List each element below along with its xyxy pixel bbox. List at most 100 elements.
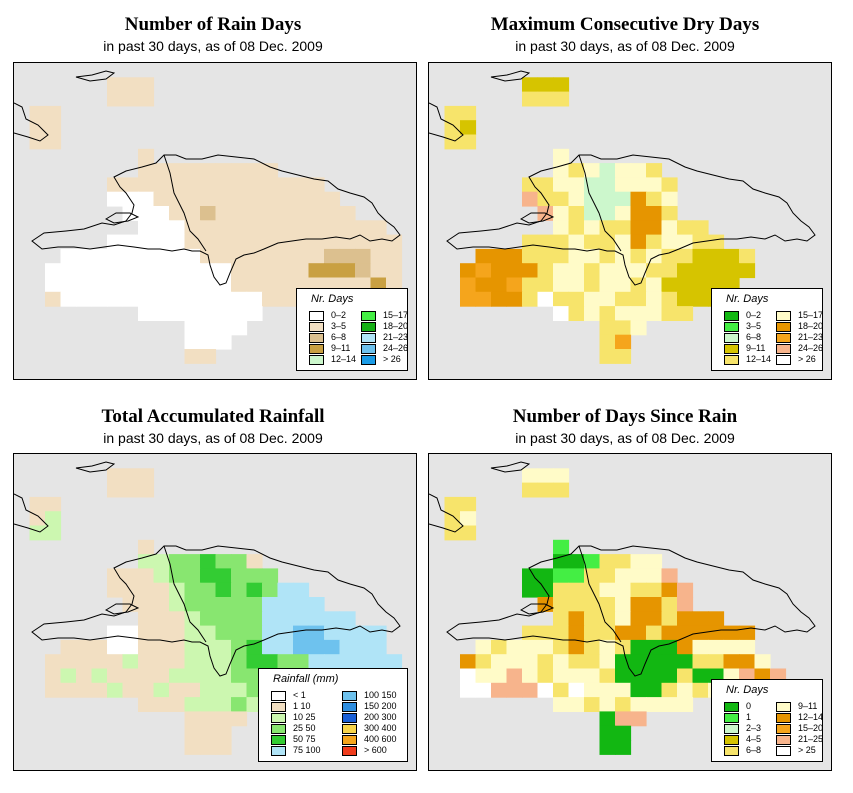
grid-cell — [138, 263, 155, 279]
grid-cell — [324, 248, 341, 264]
grid-cell — [615, 277, 632, 293]
grid-cell — [553, 697, 570, 712]
grid-cell — [76, 639, 93, 655]
grid-cell — [646, 277, 663, 293]
grid-cell — [522, 177, 539, 193]
grid-cell — [122, 248, 139, 264]
grid-cell — [708, 639, 725, 655]
coastline — [490, 461, 531, 473]
grid-cell — [599, 725, 616, 741]
grid-cell — [491, 639, 508, 655]
grid-cell — [692, 263, 709, 279]
grid-cell — [599, 654, 616, 670]
grid-cell — [630, 206, 647, 221]
grid-cell — [293, 597, 310, 612]
grid-cell — [231, 248, 248, 264]
grid-cell — [584, 306, 601, 321]
grid-cell — [568, 611, 585, 627]
grid-cell — [138, 625, 155, 641]
grid-cell — [45, 682, 62, 698]
grid-cell — [246, 568, 263, 584]
grid-cell — [91, 291, 108, 307]
grid-cell — [692, 291, 709, 307]
grid-cell — [138, 191, 155, 207]
grid-cell — [231, 625, 248, 641]
grid-cell — [522, 77, 539, 93]
grid-cell — [76, 654, 93, 670]
grid-cell — [231, 568, 248, 584]
grid-cell — [599, 306, 616, 321]
grid-cell — [646, 263, 663, 279]
grid-cell — [661, 625, 678, 641]
grid-cell — [339, 625, 356, 641]
legend-swatch — [724, 311, 739, 321]
coastline — [104, 212, 140, 224]
grid-cell — [355, 263, 372, 279]
map-rain-days: Nr. Days 0–2 3–5 6–8 9–11 12–14 15–17 18–20 21–2… — [13, 62, 417, 380]
grid-cell — [184, 668, 201, 684]
grid-cell — [723, 263, 740, 279]
grid-cell — [293, 220, 310, 236]
legend-swatch — [776, 333, 791, 343]
grid-cell — [630, 668, 647, 684]
grid-cell — [677, 697, 694, 712]
legend-swatch — [776, 311, 791, 321]
grid-cell — [277, 277, 294, 293]
grid-cell — [553, 234, 570, 250]
legend-label: 12–14 — [331, 354, 357, 364]
grid-cell — [107, 582, 124, 598]
grid-cell — [215, 725, 232, 741]
grid-cell — [661, 277, 678, 293]
legend-swatch — [776, 724, 791, 734]
grid-cell — [615, 725, 632, 741]
grid-cell — [200, 582, 217, 598]
grid-cell — [91, 277, 108, 293]
grid-cell — [677, 263, 694, 279]
grid-cell — [630, 682, 647, 698]
grid-cell — [475, 654, 492, 670]
grid-cell — [138, 539, 155, 555]
grid-cell — [460, 277, 477, 293]
grid-cell — [215, 711, 232, 727]
grid-cell — [692, 682, 709, 698]
grid-cell — [630, 191, 647, 207]
grid-cell — [646, 625, 663, 641]
grid-cell — [646, 306, 663, 321]
grid-cell — [200, 611, 217, 627]
grid-cell — [184, 306, 201, 321]
grid-cell — [215, 597, 232, 612]
legend-swatch — [342, 702, 357, 712]
grid-cell — [386, 263, 403, 279]
panel-title-days-since-rain: Number of Days Since Rain — [512, 406, 738, 427]
legend-label: 18–20 — [383, 321, 409, 331]
panel-subtitle-rain-days: in past 30 days, as of 08 Dec. 2009 — [103, 38, 323, 54]
panel-subtitle-total-rainfall: in past 30 days, as of 08 Dec. 2009 — [103, 430, 323, 446]
panel-title-total-rainfall: Total Accumulated Rainfall — [101, 406, 325, 427]
grid-cell — [677, 668, 694, 684]
grid-cell — [553, 263, 570, 279]
grid-cell — [568, 554, 585, 569]
grid-cell — [630, 177, 647, 193]
grid-cell — [630, 220, 647, 236]
grid-cell — [630, 554, 647, 569]
grid-cell — [246, 611, 263, 627]
grid-cell — [522, 277, 539, 293]
grid-cell — [138, 77, 155, 93]
grid-cell — [370, 625, 387, 641]
legend-label: 15–20 — [798, 723, 824, 733]
grid-cell — [584, 668, 601, 684]
legend-days-since-rain: Nr. Days 0 1 2–3 4–5 6–8 9–11 12–14 15–20 21–25 > … — [711, 679, 823, 762]
legend-label: 21–23 — [798, 332, 824, 342]
grid-cell — [553, 582, 570, 598]
grid-cell — [246, 220, 263, 236]
grid-cell — [293, 191, 310, 207]
grid-cell — [215, 697, 232, 712]
grid-cell — [107, 263, 124, 279]
legend-swatch — [724, 746, 739, 756]
legend-rain-days: Nr. Days 0–2 3–5 6–8 9–11 12–14 15–17 18–20 21–2… — [296, 288, 408, 371]
grid-cell — [568, 163, 585, 178]
legend-swatch — [271, 746, 286, 756]
grid-cell — [615, 654, 632, 670]
grid-cell — [231, 582, 248, 598]
